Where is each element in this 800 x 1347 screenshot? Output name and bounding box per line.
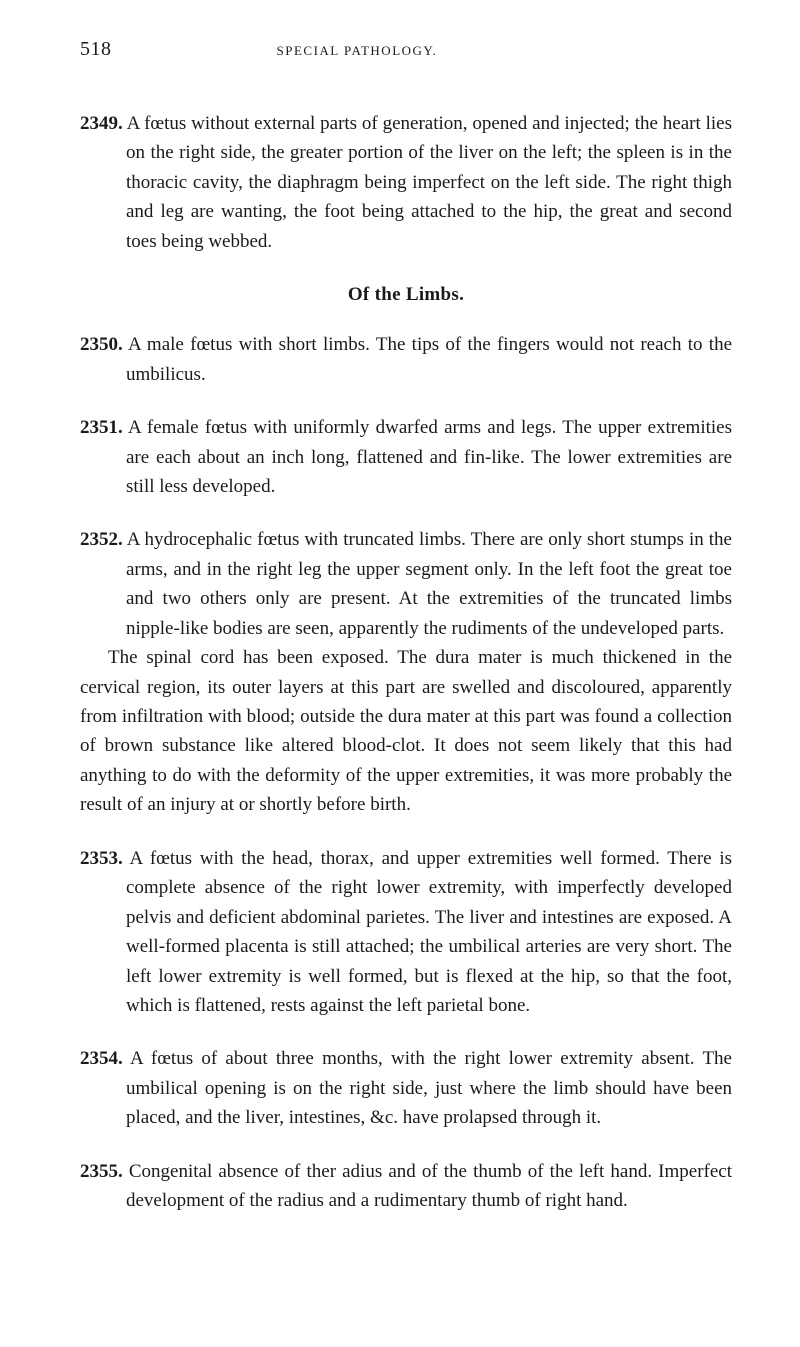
entry-number: 2355.	[80, 1161, 123, 1182]
entry-2350: 2350. A male fœtus with short limbs. The…	[80, 330, 732, 389]
entry-number: 2353.	[80, 848, 123, 869]
page-number: 518	[80, 38, 112, 61]
entry-2354: 2354. A fœtus of about three months, wit…	[80, 1044, 732, 1132]
entry-text: A female fœtus with uniformly dwarfed ar…	[126, 417, 732, 497]
entry-number: 2351.	[80, 417, 123, 438]
entry-text: A fœtus with the head, thorax, and upper…	[126, 848, 732, 1016]
page-header: 518 SPECIAL PATHOLOGY.	[80, 38, 732, 61]
entry-number: 2350.	[80, 334, 123, 355]
entry-number: 2354.	[80, 1048, 123, 1069]
entry-2353: 2353. A fœtus with the head, thorax, and…	[80, 844, 732, 1021]
entry-paragraph-continue: The spinal cord has been exposed. The du…	[80, 643, 732, 820]
entry-2352: 2352. A hydrocephalic fœtus with truncat…	[80, 525, 732, 819]
entry-paragraph: 2353. A fœtus with the head, thorax, and…	[80, 844, 732, 1021]
entry-text: A male fœtus with short limbs. The tips …	[126, 334, 732, 384]
entry-paragraph: 2351. A female fœtus with uniformly dwar…	[80, 413, 732, 501]
entry-text: Congenital absence of ther adius and of …	[126, 1161, 732, 1211]
entry-number: 2349.	[80, 113, 123, 134]
entry-2349: 2349. A fœtus without external parts of …	[80, 109, 732, 256]
entry-paragraph: 2349. A fœtus without external parts of …	[80, 109, 732, 256]
entry-text: A fœtus of about three months, with the …	[126, 1048, 732, 1128]
entry-text: A fœtus without external parts of genera…	[126, 113, 732, 252]
entry-text: A hydrocephalic fœtus with truncated lim…	[126, 529, 732, 638]
entry-paragraph: 2352. A hydrocephalic fœtus with truncat…	[80, 525, 732, 643]
entry-2355: 2355. Congenital absence of ther adius a…	[80, 1157, 732, 1216]
entry-paragraph: 2355. Congenital absence of ther adius a…	[80, 1157, 732, 1216]
entry-number: 2352.	[80, 529, 123, 550]
running-title: SPECIAL PATHOLOGY.	[277, 43, 438, 59]
entry-paragraph: 2354. A fœtus of about three months, wit…	[80, 1044, 732, 1132]
section-heading: Of the Limbs.	[80, 284, 732, 306]
entry-2351: 2351. A female fœtus with uniformly dwar…	[80, 413, 732, 501]
entry-paragraph: 2350. A male fœtus with short limbs. The…	[80, 330, 732, 389]
